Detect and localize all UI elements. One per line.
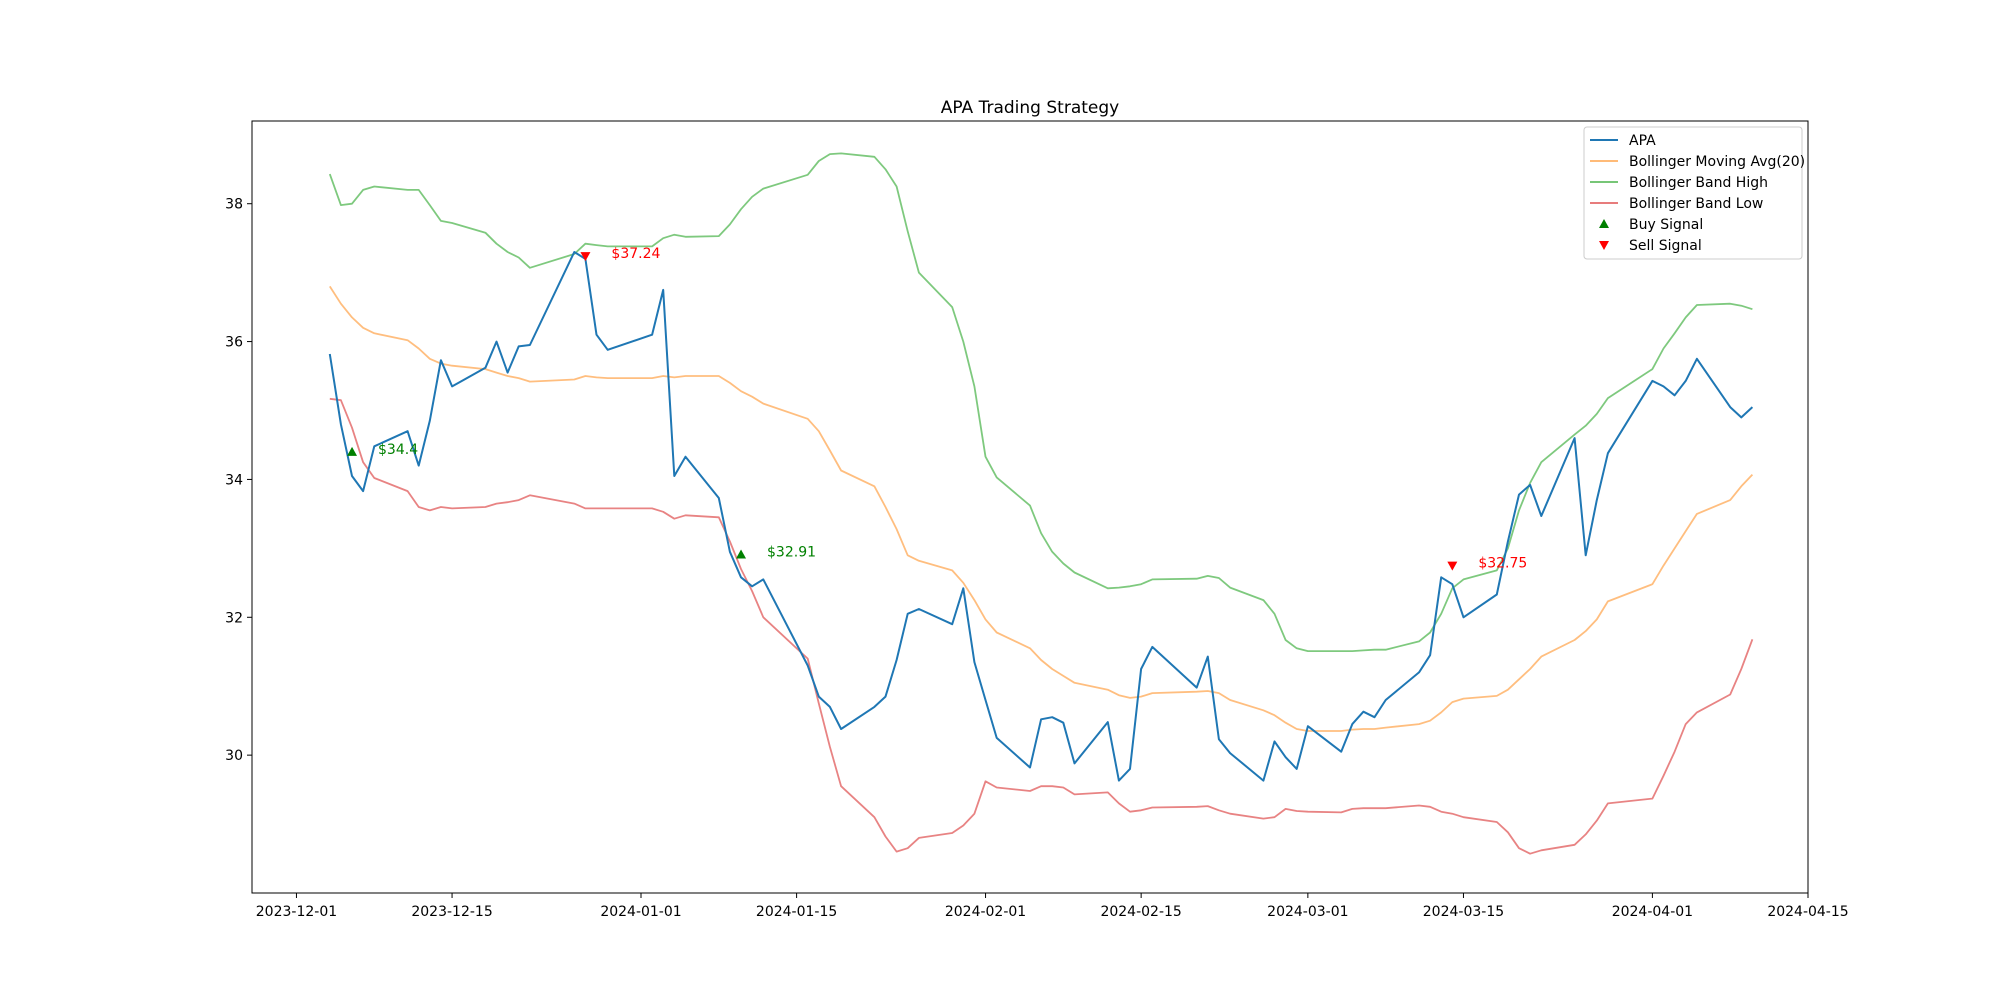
- y-tick-label: 38: [225, 197, 243, 213]
- sell-signal-marker: [1447, 561, 1458, 571]
- buy-signal-label: $34.4: [378, 442, 418, 458]
- buy-signal-label: $32.91: [767, 545, 816, 561]
- legend-sell-marker: [1599, 241, 1609, 250]
- x-tick-label: 2024-03-01: [1267, 904, 1348, 920]
- y-tick-label: 36: [225, 335, 243, 351]
- x-tick-label: 2023-12-01: [256, 904, 337, 920]
- sell-signal-label: $37.24: [611, 246, 660, 262]
- series-line-bollinger-band-low: [329, 397, 1754, 855]
- legend-label: Buy Signal: [1629, 217, 1703, 233]
- x-tick-label: 2024-01-01: [600, 904, 681, 920]
- buy-signal-marker: [736, 549, 747, 559]
- plot-frame: [251, 120, 1809, 894]
- sell-signal-marker: [580, 252, 591, 262]
- sell-signal-label: $32.75: [1478, 556, 1527, 572]
- legend-box: [1583, 126, 1803, 260]
- axes: 2023-12-01 2023-12-15 2024-01-01 2024-01-15…: [225, 197, 1849, 920]
- x-tick-label: 2024-04-01: [1612, 904, 1693, 920]
- legend-buy-marker: [1599, 219, 1609, 228]
- series-line-bollinger-moving-avg-20: [329, 285, 1754, 732]
- x-tick-label: 2024-03-15: [1423, 904, 1504, 920]
- series-group: [328, 152, 1754, 855]
- series-line-bollinger-band-high: [328, 152, 1753, 652]
- legend-label: Bollinger Band Low: [1629, 196, 1763, 212]
- buy-signal-marker: [347, 446, 358, 456]
- x-tick-label: 2024-01-15: [756, 904, 837, 920]
- x-tick-label: 2024-02-01: [945, 904, 1026, 920]
- legend-label: APA: [1629, 133, 1656, 149]
- y-tick-label: 32: [225, 610, 243, 626]
- x-tick-label: 2024-04-15: [1767, 904, 1848, 920]
- chart-title: APA Trading Strategy: [941, 98, 1119, 118]
- legend-label: Bollinger Band High: [1629, 175, 1768, 191]
- y-tick-label: 30: [225, 748, 243, 764]
- x-tick-label: 2024-02-15: [1100, 904, 1181, 920]
- series-line-apa: [328, 251, 1754, 782]
- y-tick-label: 34: [225, 472, 243, 488]
- legend-label: Sell Signal: [1629, 238, 1702, 254]
- signals-group: $34.4 $37.24 $32.91 $32.75: [347, 246, 1527, 572]
- legend: APA Bollinger Moving Avg(20) Bollinger Ban…: [1583, 126, 1805, 260]
- x-tick-label: 2023-12-15: [411, 904, 492, 920]
- legend-label: Bollinger Moving Avg(20): [1629, 154, 1805, 170]
